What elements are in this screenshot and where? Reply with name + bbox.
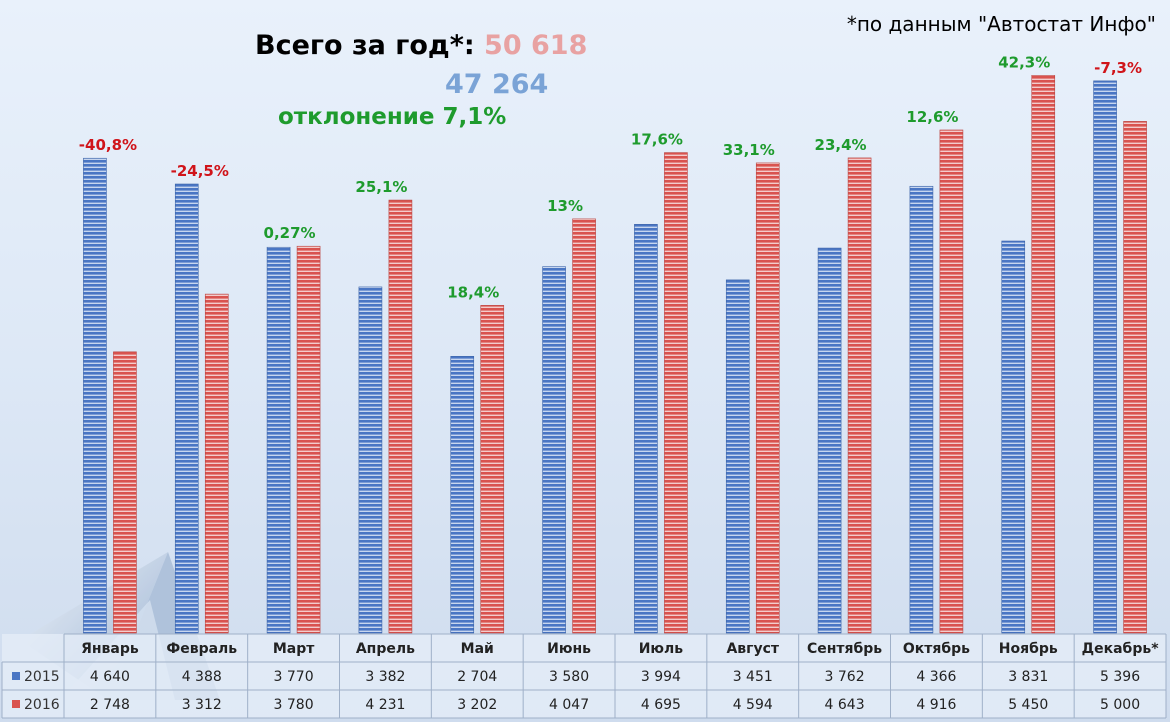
x-tick-label-1: Январь <box>81 641 139 657</box>
bar-2016-4 <box>388 199 413 634</box>
table-cell-2015-4: 3 382 <box>365 669 405 685</box>
bar-2016-9 <box>847 157 872 634</box>
table-cell-2016-7: 4 695 <box>641 697 681 713</box>
bars-layer <box>83 75 1147 634</box>
table-cell-2015-9: 3 762 <box>825 669 865 685</box>
table-cell-2016-9: 4 643 <box>825 697 865 713</box>
bar-2016-12 <box>1123 121 1147 634</box>
bar-2015-10 <box>909 185 934 634</box>
change-label-10: 12,6% <box>906 108 958 126</box>
x-tick-label-7: Июль <box>639 641 684 657</box>
table-cell-2016-11: 5 450 <box>1008 697 1048 713</box>
table-cell-2016-10: 4 916 <box>916 697 956 713</box>
bar-2015-4 <box>358 286 383 634</box>
table-cell-2016-3: 3 780 <box>274 697 314 713</box>
source-note: *по данным "Автостат Инфо" <box>846 12 1156 36</box>
table-cell-2015-12: 5 396 <box>1100 669 1140 685</box>
totals-row-2016: Всего за год*: 50 618 <box>255 30 587 61</box>
change-label-3: 0,27% <box>264 224 316 242</box>
change-label-9: 23,4% <box>815 136 867 154</box>
x-tick-label-10: Октябрь <box>903 641 970 657</box>
x-tick-label-2: Февраль <box>166 641 237 657</box>
table-cell-2015-10: 4 366 <box>916 669 956 685</box>
x-tick-label-9: Сентябрь <box>807 641 882 657</box>
table-cell-2016-4: 4 231 <box>365 697 405 713</box>
table-cell-2015-1: 4 640 <box>90 669 130 685</box>
change-label-6: 13% <box>547 197 583 215</box>
x-tick-label-12: Декабрь* <box>1082 641 1160 657</box>
table-cell-2015-5: 2 704 <box>457 669 497 685</box>
bar-2016-7 <box>664 152 688 634</box>
x-tick-label-8: Август <box>726 641 779 657</box>
total-2016-value: 50 618 <box>484 30 588 61</box>
change-label-1: -40,8% <box>79 136 137 154</box>
bar-2016-6 <box>572 218 596 634</box>
bar-2015-9 <box>817 247 842 634</box>
table-cell-2015-6: 3 580 <box>549 669 589 685</box>
bar-2016-11 <box>1031 75 1056 634</box>
bar-2016-8 <box>755 162 780 634</box>
legend-label-2015: 2015 <box>24 669 60 685</box>
change-label-12: -7,3% <box>1094 59 1142 77</box>
x-tick-label-4: Апрель <box>356 641 415 657</box>
legend-label-2016: 2016 <box>24 697 60 713</box>
table-cell-2015-11: 3 831 <box>1008 669 1048 685</box>
legend-swatch-2016 <box>12 700 20 708</box>
table-cell-2016-2: 3 312 <box>182 697 222 713</box>
x-tick-label-6: Июнь <box>547 641 591 657</box>
table-cell-2016-6: 4 047 <box>549 697 589 713</box>
bar-2016-3 <box>296 245 321 634</box>
bar-2015-2 <box>174 183 199 634</box>
table-cell-2015-7: 3 994 <box>641 669 681 685</box>
change-label-8: 33,1% <box>723 141 775 159</box>
table-cell-2016-12: 5 000 <box>1100 697 1140 713</box>
table-cell-2016-5: 3 202 <box>457 697 497 713</box>
bar-2015-11 <box>1001 240 1026 634</box>
bar-2015-5 <box>450 356 475 634</box>
table-cell-2016-1: 2 748 <box>90 697 130 713</box>
table-cell-2015-8: 3 451 <box>733 669 773 685</box>
legend-swatch-2015 <box>12 672 20 680</box>
table-cell-2015-2: 4 388 <box>182 669 222 685</box>
x-tick-label-11: Ноябрь <box>999 641 1058 657</box>
x-tick-label-3: Март <box>273 641 315 657</box>
bar-2015-12 <box>1093 80 1117 634</box>
deviation-label: отклонение 7,1% <box>278 104 507 130</box>
totals-label: Всего за год*: <box>255 30 475 61</box>
bar-2016-1 <box>113 351 137 634</box>
bar-2015-6 <box>542 266 566 634</box>
bar-2015-7 <box>634 224 658 634</box>
x-tick-label-5: Май <box>461 641 494 657</box>
change-labels-layer: -40,8% -24,5% 0,27% 25,1% 18,4% 13% 17,6% 33,1%… <box>79 53 1142 301</box>
bar-2015-8 <box>725 279 750 634</box>
change-label-5: 18,4% <box>447 283 499 301</box>
bar-2016-5 <box>480 305 505 634</box>
change-label-2: -24,5% <box>171 162 229 180</box>
total-2015-value: 47 264 <box>445 69 549 100</box>
table-cell-2016-8: 4 594 <box>733 697 773 713</box>
change-label-11: 42,3% <box>998 53 1050 71</box>
bar-2016-10 <box>939 129 964 634</box>
data-table: 2015 2016 Январь 4 640 2 748 Февраль 4 388 3 31… <box>1 633 1167 719</box>
change-label-4: 25,1% <box>355 178 407 196</box>
bar-2015-3 <box>266 246 291 634</box>
change-label-7: 17,6% <box>631 131 683 149</box>
bar-2015-1 <box>83 157 107 634</box>
data-table-background <box>2 634 1166 718</box>
table-cell-2015-3: 3 770 <box>274 669 314 685</box>
bar-2016-2 <box>204 293 229 634</box>
